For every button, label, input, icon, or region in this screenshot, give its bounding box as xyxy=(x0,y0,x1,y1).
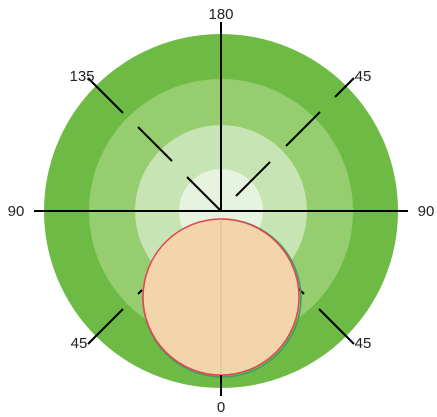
label-right: 90 xyxy=(418,203,435,220)
label-lower-left: 45 xyxy=(71,335,88,352)
label-upper-right: 45 xyxy=(355,68,372,85)
diagonal-lower-left-outer xyxy=(87,308,124,345)
diagonal-upper-right-outer xyxy=(334,77,355,98)
diagonal-lower-left-middle xyxy=(137,289,143,295)
diagonal-upper-right-inner xyxy=(235,161,271,197)
diagonal-lower-right-outer xyxy=(318,308,355,345)
diagonal-upper-left-inner xyxy=(186,176,222,212)
diagonal-upper-left-outer xyxy=(87,77,124,114)
label-left: 90 xyxy=(8,203,25,220)
diagonal-upper-right-middle xyxy=(285,111,321,147)
label-lower-right: 45 xyxy=(355,335,372,352)
diagonal-upper-left-middle xyxy=(137,126,173,162)
label-bottom: 0 xyxy=(217,399,225,416)
label-top: 180 xyxy=(208,6,233,23)
label-upper-left: 135 xyxy=(69,68,94,85)
